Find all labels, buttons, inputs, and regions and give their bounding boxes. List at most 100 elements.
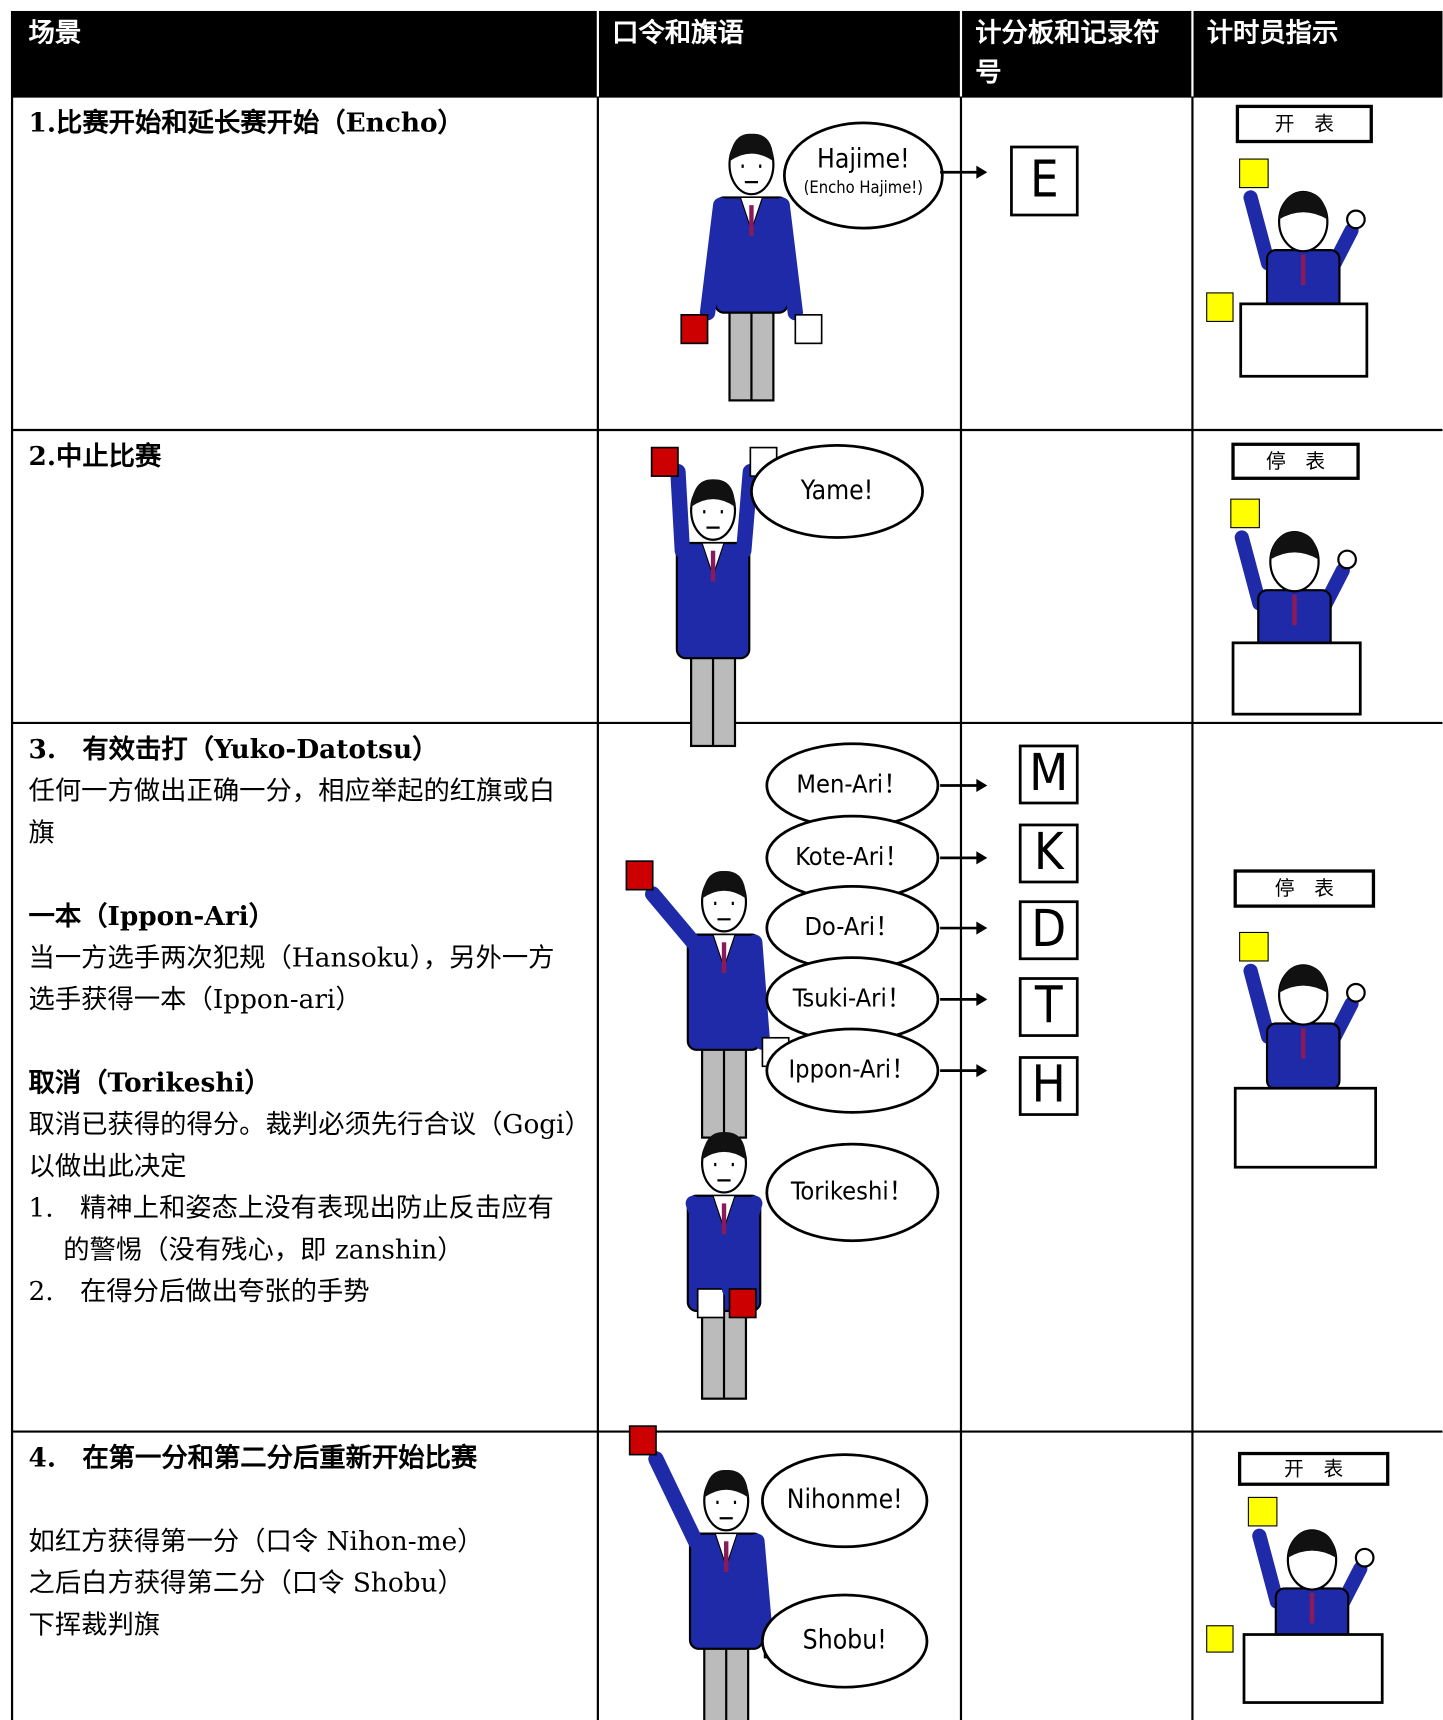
flag bbox=[1230, 498, 1260, 529]
symbol-text: D bbox=[1031, 899, 1066, 958]
symbol-text: E bbox=[1030, 150, 1059, 209]
referee-figure bbox=[680, 133, 823, 402]
flag bbox=[1247, 1496, 1278, 1527]
timer-sign-text: 停 表 bbox=[1266, 450, 1325, 473]
scene-text: 4. 在第一分和第二分后重新开始比赛 bbox=[28, 1441, 478, 1474]
scene-text: 之后白方获得第二分（口令 Shobu） bbox=[28, 1567, 464, 1599]
referee-figure bbox=[628, 1425, 792, 1720]
symbol-box bbox=[1010, 145, 1079, 217]
speech-text: (Encho Hajime!) bbox=[804, 178, 923, 197]
speech-text: Kote-Ari！ bbox=[795, 842, 909, 871]
speech-bubble bbox=[761, 1453, 929, 1549]
speech-bubble bbox=[765, 1027, 940, 1114]
timer-sign bbox=[1233, 869, 1376, 908]
symbol-text: H bbox=[1032, 1055, 1066, 1114]
hair bbox=[1287, 1530, 1337, 1558]
speech-text: Do-Ari！ bbox=[804, 912, 900, 941]
arrow-head bbox=[976, 165, 988, 179]
symbol-box bbox=[1018, 744, 1079, 805]
face bbox=[741, 164, 762, 184]
stopwatch bbox=[1354, 1547, 1375, 1568]
scene-text: 以做出此决定 bbox=[28, 1150, 187, 1182]
column-header: 场景 bbox=[28, 17, 82, 49]
hair bbox=[1270, 532, 1319, 560]
arrow-head bbox=[976, 778, 988, 793]
face bbox=[703, 510, 723, 529]
arrow-head bbox=[976, 851, 988, 865]
column-header: 口令和旗语 bbox=[612, 17, 744, 49]
arm bbox=[648, 1451, 704, 1549]
arm bbox=[699, 197, 729, 321]
arrow-head bbox=[976, 992, 988, 1006]
flag bbox=[625, 860, 654, 891]
scene-text: 任何一方做出正确一分，相应举起的红旗或白 bbox=[28, 775, 556, 807]
timer-sign bbox=[1237, 1451, 1390, 1486]
symbol-box bbox=[1018, 1056, 1079, 1116]
hair bbox=[702, 1132, 746, 1160]
header-bg bbox=[10, 10, 1443, 97]
scene-text: 1.比赛开始和延长赛开始（Encho） bbox=[28, 106, 464, 139]
hair bbox=[691, 479, 735, 507]
scene-text: 一本（Ippon-Ari） bbox=[28, 899, 275, 932]
speech-text: Ippon-Ari！ bbox=[788, 1055, 916, 1084]
arm bbox=[1252, 1528, 1285, 1609]
symbol-box bbox=[1018, 977, 1079, 1037]
hair bbox=[1279, 965, 1328, 993]
flag bbox=[1239, 158, 1269, 189]
arm bbox=[774, 197, 804, 321]
scene-text: 取消已获得的得分。裁判必须先行合议（Gogi） bbox=[28, 1109, 591, 1140]
scene-text: 当一方选手两次犯规（Hansoku），另外一方 bbox=[28, 942, 555, 974]
scene-text: 1. 精神上和姿态上没有表现出防止反击应有 bbox=[28, 1192, 554, 1224]
scene-text: 如红方获得第一分（口令 Nihon-me） bbox=[28, 1525, 484, 1557]
symbol-text: M bbox=[1029, 743, 1068, 802]
arm bbox=[670, 464, 691, 559]
timer-sign-text: 开 表 bbox=[1284, 1457, 1343, 1480]
desk bbox=[1242, 1633, 1384, 1704]
scene-text: 2. 在得分后做出夸张的手势 bbox=[28, 1275, 370, 1307]
timer-sign-text: 开 表 bbox=[1275, 113, 1334, 136]
symbol-text: K bbox=[1034, 822, 1065, 881]
flag bbox=[1206, 1625, 1234, 1653]
speech-text: Tsuki-Ari！ bbox=[792, 983, 912, 1012]
flag bbox=[696, 1288, 725, 1319]
scene-text: 选手获得一本（Ippon-ari） bbox=[28, 984, 362, 1015]
speech-bubble bbox=[750, 444, 924, 539]
hair bbox=[729, 133, 774, 162]
symbol-text: T bbox=[1034, 976, 1063, 1035]
stopwatch bbox=[1337, 549, 1357, 570]
stopwatch bbox=[1346, 982, 1366, 1003]
arm bbox=[645, 886, 701, 951]
speech-text: Hajime! bbox=[817, 145, 910, 175]
timer-sign-text: 停 表 bbox=[1275, 877, 1334, 900]
arm bbox=[721, 1195, 763, 1297]
face bbox=[714, 901, 734, 921]
referee-figure bbox=[625, 860, 790, 1139]
arm bbox=[685, 1195, 732, 1297]
arm bbox=[1243, 190, 1276, 271]
flag bbox=[650, 446, 679, 477]
desk bbox=[1231, 641, 1362, 716]
scene-text: 2.中止比赛 bbox=[28, 439, 162, 472]
flag bbox=[794, 314, 823, 345]
hair bbox=[702, 870, 746, 899]
speech-text: Torikeshi！ bbox=[790, 1176, 914, 1205]
speech-text: Men-Ari！ bbox=[796, 769, 908, 798]
arrow-head bbox=[976, 921, 988, 935]
speech-bubble bbox=[765, 1142, 940, 1243]
symbol-box bbox=[1018, 900, 1079, 961]
arrow-head bbox=[976, 1064, 988, 1078]
hair bbox=[1279, 191, 1328, 220]
referee-figure bbox=[650, 446, 778, 748]
flag bbox=[628, 1425, 657, 1456]
scene-text: 取消（Torikeshi） bbox=[28, 1066, 271, 1099]
timer-sign bbox=[1235, 104, 1373, 144]
symbol-box bbox=[1018, 823, 1079, 884]
column-header: 计分板和记录符号 bbox=[975, 17, 1160, 88]
arm bbox=[1234, 530, 1267, 611]
face bbox=[714, 1162, 734, 1182]
arm bbox=[736, 464, 759, 559]
speech-bubble bbox=[761, 1593, 929, 1689]
scene-text: 3. 有效击打（Yuko-Datotsu） bbox=[28, 732, 439, 765]
